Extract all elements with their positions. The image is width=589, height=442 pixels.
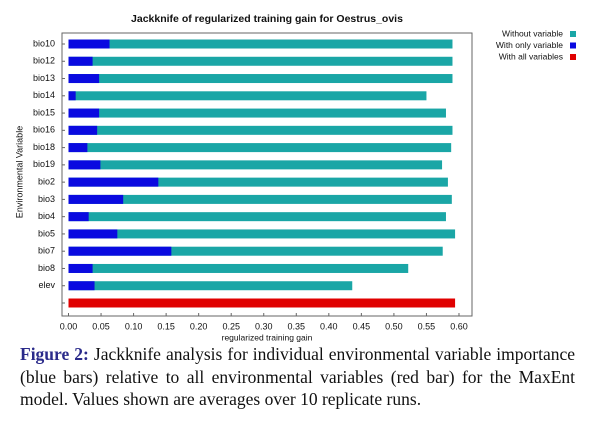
x-tick-label: 0.20: [190, 321, 208, 331]
bar: [68, 125, 453, 135]
y-tick-label: bio18: [33, 142, 55, 152]
bar: [68, 194, 124, 204]
chart: Jackknife of regularized training gain f…: [14, 13, 576, 342]
bar: [68, 91, 76, 101]
y-tick-label: bio14: [33, 90, 55, 100]
y-tick-label: elev: [38, 280, 55, 290]
x-tick-label: 0.45: [353, 321, 371, 331]
bar: [68, 246, 172, 256]
plot-frame: [61, 32, 473, 317]
y-tick-label: bio16: [33, 125, 55, 135]
bar: [68, 229, 456, 239]
bar: [68, 56, 93, 66]
x-tick-label: 0.60: [450, 321, 468, 331]
y-tick-label: bio19: [33, 159, 55, 169]
bar: [68, 177, 159, 187]
y-tick-label: bio5: [38, 228, 55, 238]
bar: [68, 177, 448, 187]
x-tick-label: 0.05: [92, 321, 110, 331]
x-tick-label: 0.25: [222, 321, 240, 331]
bar: [68, 229, 118, 239]
caption: Figure 2: Jackknife analysis for individ…: [20, 343, 575, 411]
legend-label: With only variable: [496, 40, 563, 50]
chart-title: Jackknife of regularized training gain f…: [131, 13, 403, 25]
x-tick-label: 0.35: [288, 321, 306, 331]
bar: [68, 298, 456, 308]
bar: [68, 108, 100, 118]
x-tick-label: 0.15: [157, 321, 175, 331]
bar: [68, 160, 443, 170]
y-axis-label: Environmental Variable: [14, 126, 24, 218]
caption-text: Jackknife analysis for individual enviro…: [20, 344, 575, 409]
legend-label: With all variables: [499, 51, 563, 61]
bar: [68, 143, 452, 153]
bar: [68, 212, 446, 222]
y-tick-label: bio12: [33, 56, 55, 66]
bar: [68, 74, 100, 84]
legend-swatch: [570, 42, 576, 49]
legend-label: Without variable: [502, 28, 563, 38]
y-tick-label: bio2: [38, 177, 55, 187]
y-tick-label: bio8: [38, 263, 55, 273]
x-axis-label: regularized training gain: [222, 332, 313, 342]
bar: [68, 160, 101, 170]
bar: [68, 39, 453, 49]
y-tick-label: bio4: [38, 211, 55, 221]
x-tick-label: 0.00: [60, 321, 78, 331]
bar: [68, 194, 452, 204]
x-tick-label: 0.55: [418, 321, 436, 331]
caption-label: Figure 2:: [20, 344, 89, 364]
y-tick-label: bio13: [33, 73, 55, 83]
bar: [68, 91, 427, 101]
legend-swatch: [570, 31, 576, 37]
y-tick-label: bio7: [38, 246, 55, 256]
y-tick-label: bio3: [38, 194, 55, 204]
x-tick-label: 0.30: [255, 321, 273, 331]
bar: [68, 281, 95, 291]
y-tick-label: bio15: [33, 107, 55, 117]
y-tick-label: bio10: [33, 38, 55, 48]
bar: [68, 281, 353, 291]
x-tick-label: 0.40: [320, 321, 338, 331]
bar: [68, 246, 443, 256]
bar: [68, 74, 453, 84]
bar: [68, 108, 446, 118]
bar: [68, 125, 98, 135]
x-tick-label: 0.10: [125, 321, 143, 331]
bar: [68, 212, 89, 222]
bar: [68, 263, 409, 273]
bar: [68, 143, 88, 153]
legend-swatch: [570, 54, 576, 60]
bar: [68, 56, 453, 66]
bar: [68, 263, 93, 273]
x-tick-label: 0.50: [385, 321, 403, 331]
bar: [68, 39, 110, 49]
